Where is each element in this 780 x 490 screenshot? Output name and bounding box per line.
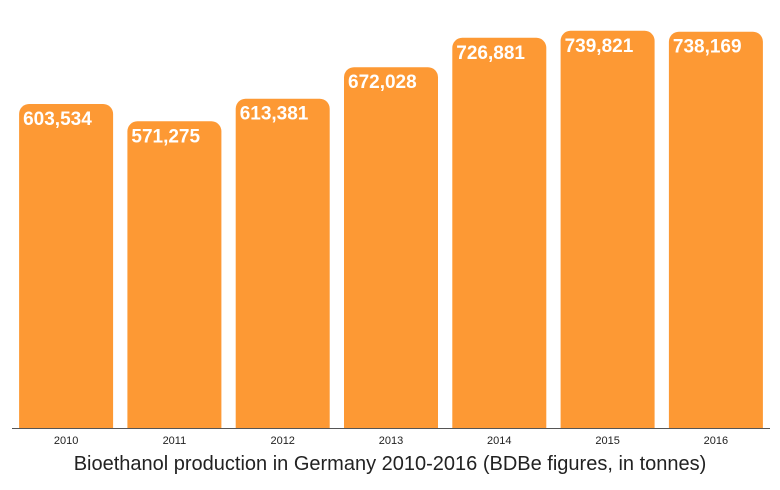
x-tick-label-2010: 2010 [54,435,78,447]
value-labels-group: 603,534 571,275 613,381 672,028 726,881 739,8… [23,36,741,148]
x-tick-label-2014: 2014 [487,435,511,447]
value-label-2010: 603,534 [23,109,92,130]
value-label-2014: 726,881 [456,43,525,64]
baseline-mask [0,428,780,440]
bar-2011 [127,121,222,439]
bar-2014 [452,37,547,439]
x-tick-label-2015: 2015 [595,435,619,447]
bar-2016 [668,31,763,438]
value-label-2015: 739,821 [565,36,634,57]
x-tick-label-2011: 2011 [163,435,187,447]
bar-2010 [19,104,114,438]
x-tick-label-2013: 2013 [379,435,403,447]
bar-chart: 603,534 571,275 613,381 672,028 726,881 739,8… [0,30,780,447]
value-label-2016: 738,169 [673,37,742,58]
value-label-2013: 672,028 [348,72,417,93]
chart-title: Bioethanol production in Germany 2010-20… [73,453,707,475]
bar-2012 [235,98,330,438]
bar-2013 [344,67,438,438]
value-label-2011: 571,275 [131,126,200,147]
bars-group [0,30,780,440]
bar-2015 [560,30,655,439]
x-tick-label-2012: 2012 [270,435,294,447]
value-label-2012: 613,381 [240,104,309,125]
x-tick-label-2016: 2016 [704,435,728,447]
x-tick-labels-group: 2010 2011 2012 2013 2014 2015 2016 [54,435,728,447]
